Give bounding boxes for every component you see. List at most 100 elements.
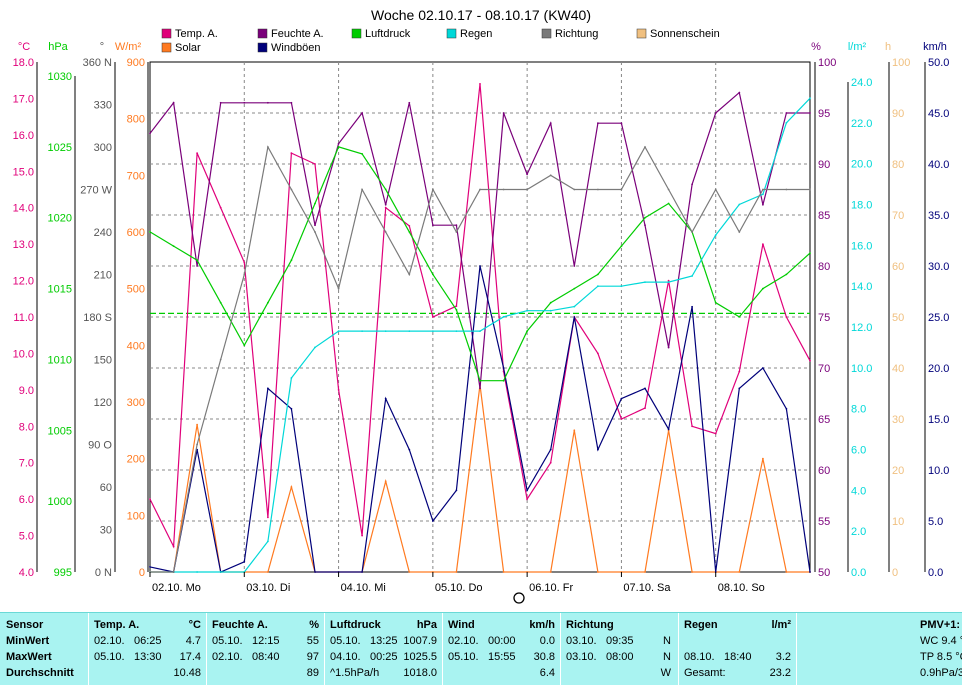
series-point-windb-en (432, 520, 434, 522)
wind-axis-tick: 50.0 (928, 57, 949, 69)
solar-axis-tick: 900 (127, 57, 145, 69)
direction-axis-tick: 240 (94, 227, 112, 239)
series-point-regen (549, 309, 552, 312)
humidity-axis-tick: 80 (818, 261, 830, 273)
series-point-windb-en (267, 387, 269, 390)
series-point-regen (196, 571, 199, 573)
stats-wind-min-time: 00:00 (488, 635, 516, 647)
series-point-luftdruck (549, 301, 552, 304)
rain-axis-tick: 4.0 (851, 485, 866, 497)
sunshine-axis-tick: 30 (892, 414, 904, 426)
series-point-regen (432, 330, 434, 332)
stats-rain-max-time: 18:40 (724, 651, 752, 663)
humidity-axis-tick: 50 (818, 567, 830, 579)
series-point-temp-a (762, 243, 764, 246)
legend-swatch (257, 28, 268, 39)
stats-temp-unit: °C (188, 619, 201, 631)
stats-pressure-header: Luftdruck (330, 619, 381, 631)
sunshine-axis-tick: 50 (892, 312, 904, 324)
wind-axis-tick: 5.0 (928, 516, 943, 528)
series-point-solar (408, 571, 411, 573)
series-point-windb-en (455, 489, 458, 492)
stats-humidity-max-value: 97 (306, 651, 319, 663)
series-point-richtung (384, 231, 387, 233)
temp-axis-tick: 14.0 (13, 203, 34, 215)
series-point-richtung (738, 231, 741, 233)
stats-wind-max-date: 05.10. (448, 651, 479, 663)
series-point-regen (290, 377, 293, 379)
series-point-luftdruck (408, 231, 411, 233)
series-point-feuchte-a (172, 101, 175, 104)
temp-axis-tick: 8.0 (19, 421, 34, 433)
stats-temp-header: Temp. A. (94, 619, 140, 631)
stats-wind-header: Wind (448, 619, 475, 631)
series-point-regen (455, 330, 458, 332)
series-point-windb-en (549, 448, 552, 451)
series-point-solar (644, 571, 646, 573)
series-point-solar (573, 429, 576, 432)
series-point-windb-en (290, 407, 293, 410)
humidity-axis-tick: 60 (818, 465, 830, 477)
series-point-feuchte-a (432, 224, 434, 227)
legend-label: Sonnenschein (650, 28, 720, 40)
series-point-richtung (290, 188, 293, 191)
series-point-windb-en (597, 448, 599, 451)
temp-axis-tick: 17.0 (13, 93, 34, 105)
x-axis-label: 07.10. Sa (623, 582, 671, 594)
legend-swatch (161, 42, 172, 53)
series-point-feuchte-a (219, 101, 222, 104)
rain-axis-tick: 24.0 (851, 77, 872, 89)
series-point-solar (597, 571, 599, 573)
series-point-feuchte-a (597, 122, 599, 125)
series-point-regen (384, 330, 387, 332)
temp-axis-tick: 9.0 (19, 385, 34, 397)
x-axis-label: 06.10. Fr (529, 582, 573, 594)
rain-axis-tick: 22.0 (851, 118, 872, 130)
series-point-feuchte-a (408, 101, 411, 104)
series-point-richtung (549, 174, 552, 177)
stats-humidity-max-date: 02.10. (212, 651, 243, 663)
series-point-luftdruck (243, 344, 246, 347)
stats-pressure-trend: ^1.5hPa/h (330, 667, 380, 679)
series-point-richtung (361, 188, 363, 191)
series-point-feuchte-a (714, 112, 717, 114)
x-axis-label: 08.10. So (718, 582, 765, 594)
wind-axis-tick: 25.0 (928, 312, 949, 324)
series-point-temp-a (667, 279, 670, 282)
series-point-temp-a (149, 498, 151, 500)
series-point-windb-en (408, 448, 411, 451)
stats-temp-max-time: 13:30 (134, 651, 162, 663)
sunshine-axis-tick: 100 (892, 57, 910, 69)
series-point-richtung (479, 188, 481, 191)
series-point-richtung (526, 188, 528, 191)
series-point-richtung (597, 188, 599, 191)
stats-col-pmv: PMV+1: WC 9.4 ° TP 8.5 °C 0.9hPa/3 (796, 613, 962, 685)
rain-axis-tick: 12.0 (851, 322, 872, 334)
time-marker-icon[interactable] (513, 592, 525, 604)
series-point-windb-en (620, 397, 623, 400)
stats-pressure-max-date: 04.10. (330, 651, 361, 663)
series-point-richtung (691, 231, 693, 233)
series-point-regen (738, 203, 741, 206)
series-point-richtung (809, 188, 811, 191)
series-point-feuchte-a (809, 112, 811, 114)
direction-axis-tick: 300 (94, 142, 112, 154)
pressure-axis-tick: 995 (54, 567, 72, 579)
temp-axis-tick: 6.0 (19, 494, 34, 506)
series-point-feuchte-a (738, 91, 741, 94)
legend-label: Solar (175, 42, 201, 54)
stats-pmv-trend: 0.9hPa/3 (920, 667, 962, 679)
solar-axis-tick: 500 (127, 284, 145, 296)
series-point-luftdruck (290, 259, 293, 262)
solar-axis-tick: 800 (127, 114, 145, 126)
series-point-richtung (620, 188, 623, 191)
direction-axis-tick: 270 W (80, 185, 112, 197)
series-point-temp-a (219, 206, 222, 209)
stats-col-direction: Richtung 03.10. 09:35 N 03.10. 08:00 N W (560, 613, 679, 685)
series-point-richtung (337, 287, 340, 290)
stats-temp-max-value: 17.4 (179, 651, 201, 663)
series-point-regen (479, 330, 481, 332)
series-point-richtung (432, 188, 434, 191)
series-point-regen (408, 330, 411, 332)
stats-humidity-min-time: 12:15 (252, 635, 280, 647)
